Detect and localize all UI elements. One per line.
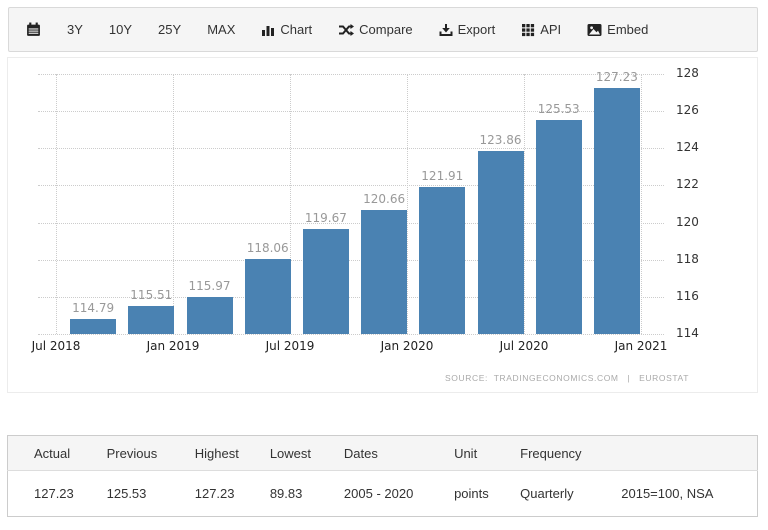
vertical-gridline <box>173 74 174 334</box>
range-button-10y[interactable]: 10Y <box>109 22 132 37</box>
x-axis-label: Jan 2020 <box>380 339 434 353</box>
vertical-gridline <box>524 74 525 334</box>
bar-q2-2019[interactable] <box>244 258 291 334</box>
col-header-previous: Previous <box>106 445 158 461</box>
api-button[interactable]: API <box>521 22 561 37</box>
bar-value-label: 115.51 <box>130 287 173 302</box>
col-header-dates: Dates <box>343 445 378 461</box>
range-label: MAX <box>207 22 236 37</box>
horizontal-gridline <box>38 111 664 113</box>
col-header-extra <box>621 436 757 471</box>
calendar-icon <box>26 22 41 37</box>
download-icon <box>439 23 453 37</box>
bar-value-label: 119.67 <box>304 210 347 225</box>
range-label: 3Y <box>67 22 83 37</box>
horizontal-gridline <box>38 185 664 187</box>
x-axis-label: Jul 2018 <box>31 339 81 353</box>
chart-toolbar: 3Y 10Y 25Y MAX Chart Compare <box>8 7 758 52</box>
col-header-unit: Unit <box>454 445 478 461</box>
bar-chart-plot-area: 114.79 115.51 115.97 118.06 119.67 120.66 121.… <box>38 70 664 335</box>
vertical-gridline <box>56 74 57 334</box>
y-axis-label: 126 <box>676 103 699 118</box>
summary-header-row: Actual Previous Highest Lowest Dates Uni… <box>7 435 758 471</box>
shuffle-icon <box>338 23 355 37</box>
bar-q1-2019[interactable] <box>186 297 233 334</box>
cell-frequency: Quarterly <box>520 486 574 501</box>
bar-q4-2019[interactable] <box>361 210 408 334</box>
chart-type-label: Chart <box>280 22 313 37</box>
image-icon <box>587 23 602 37</box>
vertical-gridline <box>407 74 408 334</box>
summary-data-row: 127.23 125.53 127.23 89.83 2005 - 2020 p… <box>7 470 758 517</box>
vertical-gridline <box>641 74 642 334</box>
range-button-3y[interactable]: 3Y <box>67 22 83 37</box>
export-button[interactable]: Export <box>439 22 496 37</box>
bar-q4-2020[interactable] <box>593 88 640 334</box>
bar-value-label: 118.06 <box>246 240 289 255</box>
embed-button[interactable]: Embed <box>587 22 648 37</box>
range-label: 10Y <box>108 22 133 37</box>
y-axis-label: 122 <box>676 177 699 192</box>
cell-unit: points <box>454 486 489 501</box>
bar-value-label: 115.97 <box>188 279 231 294</box>
bar-q4-2018[interactable] <box>128 305 175 334</box>
cell-actual: 127.23 <box>34 486 74 501</box>
compare-label: Compare <box>359 22 413 37</box>
bar-q3-2019[interactable] <box>302 228 349 334</box>
api-label: API <box>540 22 562 37</box>
export-label: Export <box>457 22 496 37</box>
cell-dates: 2005 - 2020 <box>343 486 414 501</box>
y-axis-label: 128 <box>676 66 699 80</box>
cell-previous: 125.53 <box>106 486 147 501</box>
x-axis-label: Jul 2020 <box>499 339 549 353</box>
y-axis-label: 118 <box>676 251 699 266</box>
col-header-highest: Highest <box>194 445 239 461</box>
x-axis-label: Jul 2019 <box>265 339 315 353</box>
bar-q1-2020[interactable] <box>419 187 466 334</box>
bar-value-label: 125.53 <box>537 101 580 116</box>
bar-value-label: 120.66 <box>363 192 406 207</box>
chart-type-button[interactable]: Chart <box>261 22 312 37</box>
cell-highest: 127.23 <box>194 486 235 501</box>
summary-table: Actual Previous Highest Lowest Dates Uni… <box>7 435 758 517</box>
range-button-25y[interactable]: 25Y <box>158 22 181 37</box>
col-header-actual: Actual <box>34 445 71 461</box>
range-label: 25Y <box>158 22 182 37</box>
chart-panel: 114.79 115.51 115.97 118.06 119.67 120.66 121.… <box>7 57 758 393</box>
range-button-max[interactable]: MAX <box>207 22 235 37</box>
y-axis-label: 120 <box>676 214 699 229</box>
bar-value-label: 127.23 <box>595 70 638 85</box>
compare-button[interactable]: Compare <box>338 22 413 37</box>
x-axis-label: Jan 2021 <box>614 339 668 353</box>
bar-q2-2020[interactable] <box>477 150 524 334</box>
calendar-button[interactable] <box>26 22 41 37</box>
x-axis-label: Jan 2019 <box>146 339 200 353</box>
bar-q3-2018[interactable] <box>70 319 117 334</box>
horizontal-gridline <box>38 222 664 224</box>
cell-lowest: 89.83 <box>269 486 303 501</box>
col-header-lowest: Lowest <box>269 445 312 461</box>
source-note: SOURCE: TRADINGECONOMICS.COM | EUROSTAT <box>445 373 689 383</box>
bar-value-label: 121.91 <box>421 169 464 184</box>
bar-q3-2020[interactable] <box>535 119 582 334</box>
y-axis-label: 114 <box>676 326 699 340</box>
col-header-frequency: Frequency <box>520 445 582 461</box>
y-axis-label: 124 <box>676 140 699 155</box>
bar-chart-icon <box>261 23 275 37</box>
grid-icon <box>521 23 535 37</box>
bar-value-label: 123.86 <box>479 132 522 147</box>
y-axis-label: 116 <box>676 288 699 303</box>
bar-value-label: 114.79 <box>72 301 115 316</box>
horizontal-gridline <box>38 259 664 261</box>
embed-label: Embed <box>607 22 649 37</box>
vertical-gridline <box>290 74 291 334</box>
cell-reference: 2015=100, NSA <box>621 486 714 501</box>
horizontal-gridline <box>38 74 664 75</box>
horizontal-gridline <box>38 296 664 298</box>
horizontal-gridline <box>38 148 664 150</box>
horizontal-gridline <box>38 334 664 335</box>
